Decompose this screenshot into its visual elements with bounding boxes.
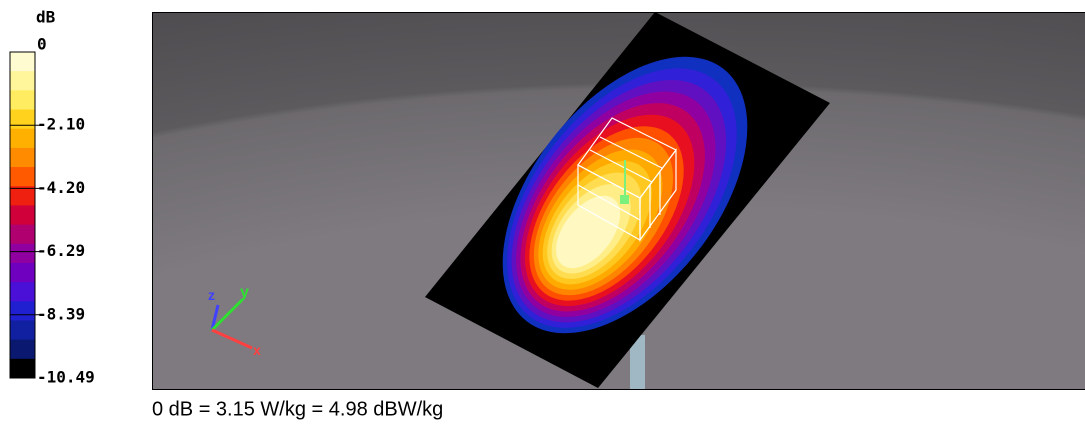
colorbar-title: dB (36, 8, 56, 27)
axis-z: z (208, 287, 215, 303)
axis-x: x (253, 342, 261, 358)
colorbar-band (10, 109, 35, 130)
colorbar-label: 0 (37, 35, 47, 54)
sar-contour (556, 195, 621, 269)
colorbar-band (10, 262, 35, 283)
colorbar-band (10, 205, 35, 226)
colorbar (10, 52, 35, 379)
colorbar-band (10, 186, 35, 206)
axis-triad: z y x (208, 284, 261, 358)
colorbar-band (10, 90, 35, 111)
colorbar-frame (9, 51, 36, 379)
colorbar-band (10, 52, 35, 72)
colorbar-band (10, 282, 35, 302)
probe-point (620, 195, 629, 204)
colorbar-label: -4.20 (37, 178, 85, 197)
colorbar-band (10, 358, 35, 379)
colorbar-label: -8.39 (37, 304, 85, 323)
colorbar-band (10, 320, 35, 341)
colorbar-band (10, 339, 35, 360)
colorbar-band (10, 224, 35, 245)
colorbar-band (10, 243, 35, 264)
colorbar-band (10, 128, 35, 149)
colorbar-label: -10.49 (37, 368, 95, 387)
view: z y x (153, 13, 1085, 389)
colorbar-band (10, 147, 35, 168)
colorbar-label: -2.10 (37, 115, 85, 134)
colorbar-ticks: 0 -2.10 -4.20 -6.29 -8.39 -10.49 (10, 35, 95, 387)
pole (630, 335, 645, 389)
axis-y: y (240, 284, 249, 301)
caption: 0 dB = 3.15 W/kg = 4.98 dBW/kg (152, 398, 443, 420)
colorbar-label: -6.29 (37, 241, 85, 260)
colorbar-band (10, 167, 35, 187)
colorbar-band (10, 71, 35, 91)
view-frame (152, 12, 1085, 390)
colorbar-band (10, 301, 35, 321)
